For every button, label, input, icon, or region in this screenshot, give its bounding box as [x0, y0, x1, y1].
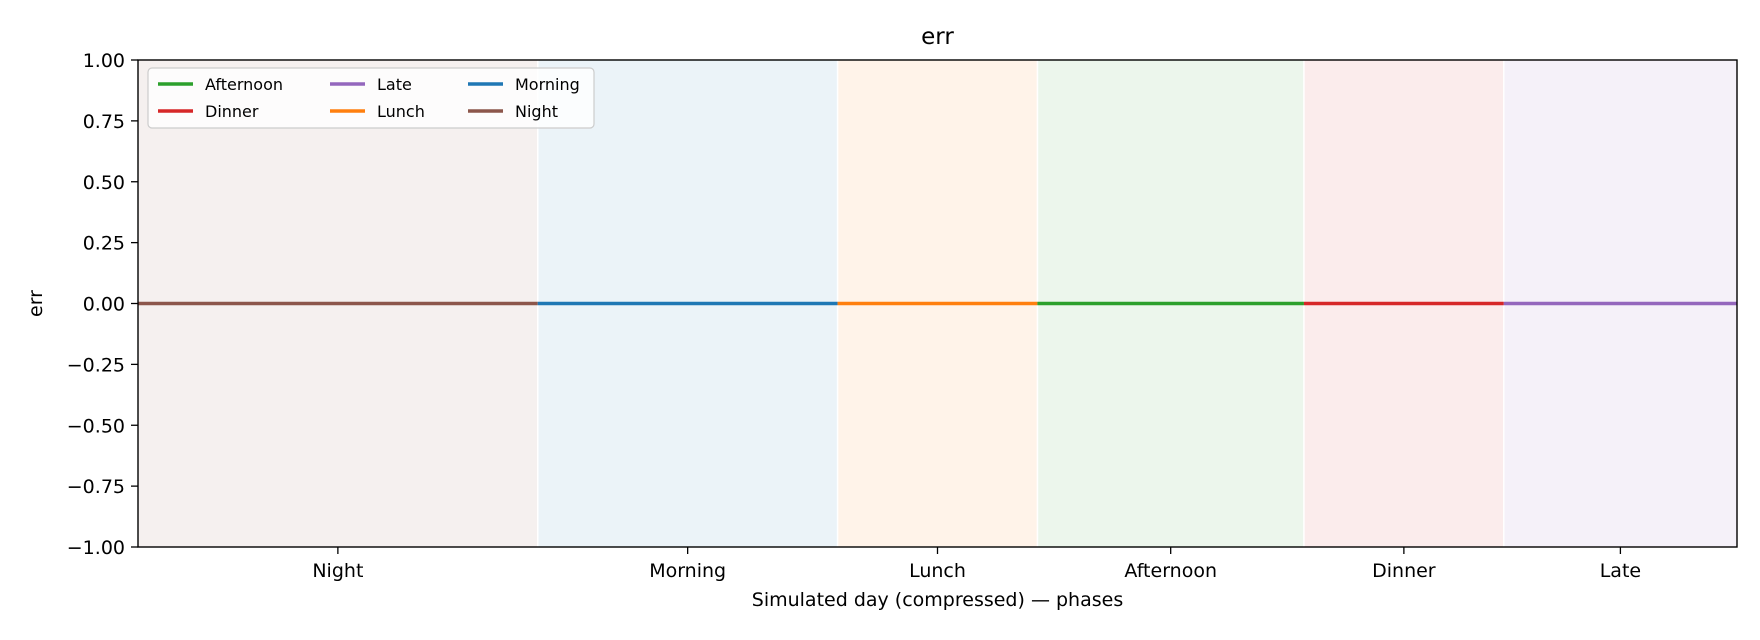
- y-tick-label: 0.00: [83, 294, 125, 316]
- y-tick-label: −0.25: [67, 354, 125, 376]
- legend-label-late: Late: [377, 75, 412, 94]
- y-tick-label: 0.50: [83, 172, 125, 194]
- y-tick-label: 1.00: [83, 50, 125, 72]
- y-axis-label: err: [25, 290, 47, 317]
- legend-label-dinner: Dinner: [205, 102, 259, 121]
- legend-label-lunch: Lunch: [377, 102, 425, 121]
- chart-title: err: [921, 24, 954, 50]
- y-tick-label: −0.50: [67, 415, 125, 437]
- x-tick-label: Late: [1600, 560, 1641, 582]
- x-tick-label: Night: [312, 560, 363, 582]
- legend-label-morning: Morning: [515, 75, 580, 94]
- x-tick-label: Dinner: [1372, 560, 1436, 582]
- y-tick-label: −1.00: [67, 537, 125, 559]
- x-tick-label: Lunch: [909, 560, 966, 582]
- x-axis: Night Morning Lunch Afternoon Dinner Late: [312, 547, 1641, 582]
- legend: Afternoon Dinner Late Lunch Morning Night: [147, 67, 595, 129]
- x-tick-label: Morning: [649, 560, 726, 582]
- y-tick-label: 0.75: [83, 111, 125, 133]
- legend-label-afternoon: Afternoon: [205, 75, 283, 94]
- y-tick-label: −0.75: [67, 476, 125, 498]
- x-axis-label: Simulated day (compressed) — phases: [752, 589, 1123, 611]
- y-axis: 1.00 0.75 0.50 0.25 0.00 −0.25 −0.50 −0.75 −1.00: [67, 50, 138, 559]
- legend-label-night: Night: [515, 102, 558, 121]
- x-tick-label: Afternoon: [1124, 560, 1217, 582]
- y-tick-label: 0.25: [83, 233, 125, 255]
